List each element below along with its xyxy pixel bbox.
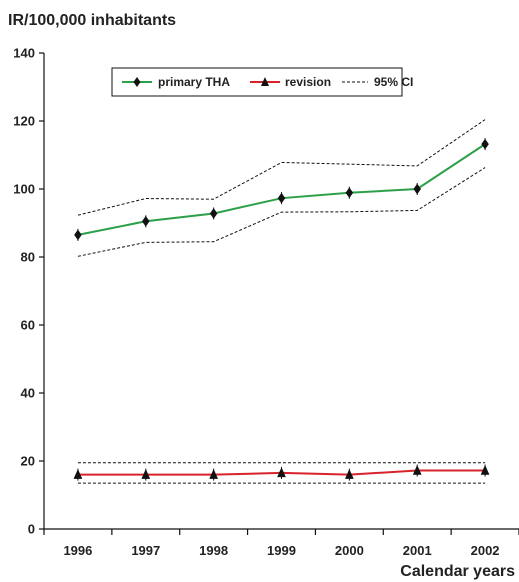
x-axis-label: Calendar years bbox=[400, 563, 515, 580]
data-point bbox=[209, 468, 219, 479]
legend: primary THA revision 95% CI bbox=[111, 67, 413, 97]
x-tick-label: 1997 bbox=[131, 543, 160, 558]
data-point bbox=[344, 468, 354, 479]
series-lines bbox=[73, 138, 490, 481]
legend-label: 95% CI bbox=[374, 75, 413, 89]
x-tick-label: 1996 bbox=[63, 543, 92, 558]
x-tick-label: 1999 bbox=[267, 543, 296, 558]
legend-label: primary THA bbox=[158, 75, 230, 89]
legend-swatch-marker bbox=[133, 77, 141, 87]
legend-swatch-marker bbox=[261, 77, 269, 86]
y-tick-label: 120 bbox=[13, 114, 35, 129]
data-point bbox=[345, 187, 354, 199]
y-axis-label: IR/100,000 inhabitants bbox=[8, 12, 176, 29]
x-tick-label: 2000 bbox=[335, 543, 364, 558]
data-point bbox=[413, 183, 422, 195]
data-point bbox=[481, 138, 489, 150]
data-point bbox=[277, 467, 286, 478]
legend-label: revision bbox=[285, 75, 331, 89]
data-point bbox=[480, 464, 490, 475]
confidence-bands bbox=[77, 119, 486, 484]
x-tick-label: 1998 bbox=[199, 543, 228, 558]
data-point bbox=[277, 192, 286, 204]
data-point bbox=[412, 464, 422, 475]
data-point bbox=[141, 215, 150, 227]
data-point bbox=[141, 468, 151, 479]
data-point bbox=[74, 229, 82, 241]
ci-lower-line-0 bbox=[77, 167, 486, 257]
x-tick-label: 2001 bbox=[403, 543, 432, 558]
ci-upper-line-0 bbox=[77, 119, 486, 216]
y-tick-label: 20 bbox=[21, 454, 35, 469]
y-tick-label: 100 bbox=[13, 182, 35, 197]
series-line-0 bbox=[77, 143, 486, 236]
y-tick-label: 80 bbox=[21, 250, 35, 265]
y-tick-label: 0 bbox=[28, 522, 35, 537]
data-point bbox=[73, 468, 83, 479]
y-tick-label: 140 bbox=[13, 46, 35, 61]
data-point bbox=[209, 208, 218, 219]
y-tick-label: 40 bbox=[21, 386, 35, 401]
x-tick-label: 2002 bbox=[471, 543, 500, 558]
axes: 0 20 40 60 80 100 120 140 1996 1997 1998 1999 2000 20… bbox=[13, 46, 519, 558]
y-tick-label: 60 bbox=[21, 318, 35, 333]
